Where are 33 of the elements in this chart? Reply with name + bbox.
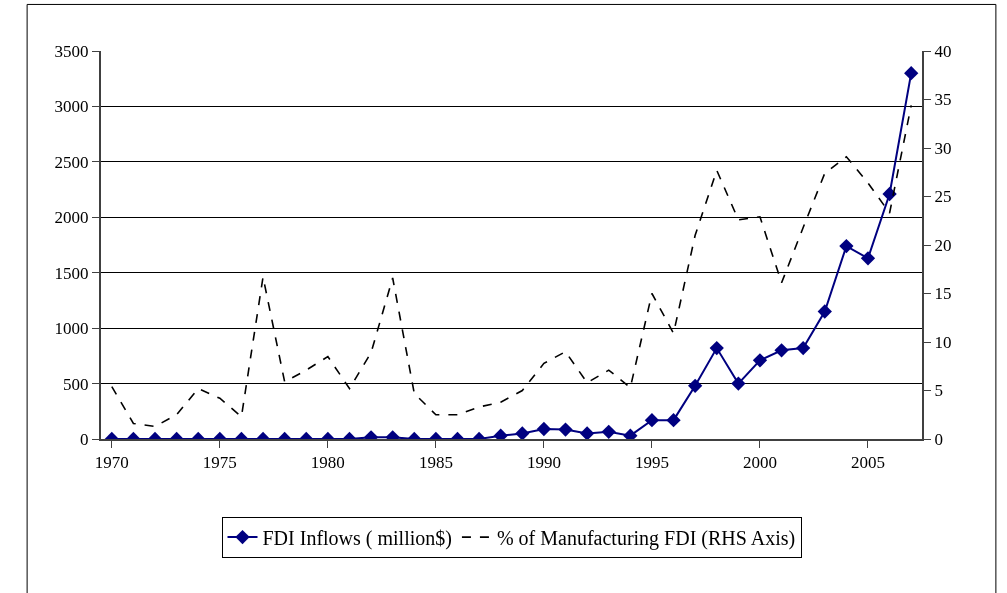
y2-tick-label: 20 — [934, 235, 952, 255]
y-tick-label: 500 — [63, 374, 89, 394]
x-tick-label: 1990 — [526, 453, 561, 473]
x-tick-label: 2005 — [850, 453, 885, 473]
point — [796, 340, 811, 356]
legend-label: % of Manufacturing FDI (RHS Axis) — [496, 526, 796, 550]
y2-tick-label: 10 — [934, 332, 952, 352]
point — [817, 304, 832, 319]
y2-tick-label: 5 — [934, 381, 943, 401]
y-tick-label: 2500 — [54, 152, 89, 172]
point — [709, 340, 724, 356]
y-tick-label: 1500 — [54, 263, 89, 283]
y-tick-label: 1000 — [54, 319, 89, 339]
y2-tick-label: 15 — [934, 284, 952, 304]
legend-label: FDI Inflows ( million$) — [262, 526, 452, 550]
y-tick-label: 3000 — [54, 97, 89, 117]
point — [839, 238, 854, 254]
y-tick-label: 0 — [80, 429, 89, 449]
point — [774, 343, 789, 358]
x-tick-label: 1985 — [418, 453, 453, 473]
x-tick-label: 1980 — [310, 453, 345, 473]
x-tick-label: 1970 — [94, 453, 129, 473]
y-tick-label: 2000 — [54, 208, 89, 228]
y2-tick-label: 35 — [934, 90, 952, 110]
point — [860, 251, 876, 266]
y2-tick-label: 0 — [934, 429, 943, 449]
x-tick-label: 1975 — [202, 453, 237, 473]
y2-tick-label: 25 — [934, 187, 952, 207]
y2-tick-label: 30 — [934, 138, 952, 158]
x-tick-label: 2000 — [742, 453, 777, 473]
x-tick-label: 1995 — [634, 453, 669, 473]
y-tick-label: 3500 — [54, 41, 89, 61]
y2-tick-label: 40 — [934, 41, 952, 61]
